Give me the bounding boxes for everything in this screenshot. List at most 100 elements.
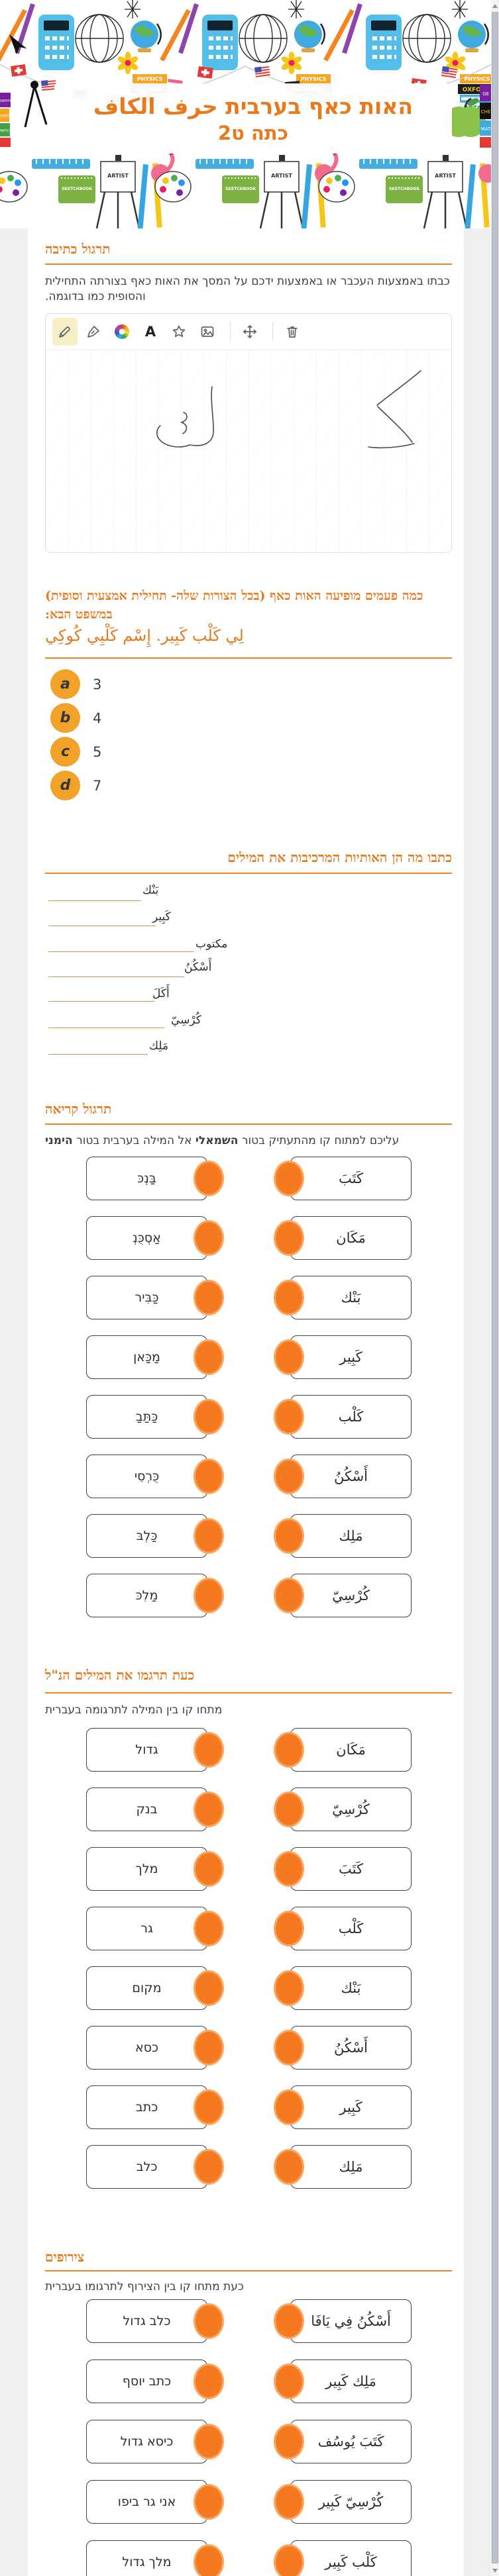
- match-right-box[interactable]: كُرْسِيّ: [274, 1574, 412, 1617]
- match-left-box[interactable]: כתב: [86, 2085, 224, 2129]
- match-right-box[interactable]: مَلِك: [274, 1514, 412, 1558]
- connector-dot[interactable]: [194, 1220, 224, 1256]
- match-left-box[interactable]: בַּנְכּ: [86, 1157, 224, 1200]
- match-right-box[interactable]: أَسْكُنُ: [274, 1455, 412, 1498]
- connector-dot[interactable]: [194, 1791, 224, 1827]
- match-left-box[interactable]: כַּתַּבַ: [86, 1395, 224, 1439]
- pen-tool-button[interactable]: [81, 318, 106, 346]
- answer-blank[interactable]: [48, 1018, 164, 1028]
- match-left-box[interactable]: גדול: [86, 1728, 224, 1772]
- color-wheel-button[interactable]: [109, 318, 135, 346]
- connector-dot[interactable]: [194, 1732, 224, 1768]
- move-tool-button[interactable]: [237, 318, 262, 346]
- match-right-box[interactable]: كُرْسِيّ: [274, 1788, 412, 1831]
- match-right-box[interactable]: مَكَان: [274, 1728, 412, 1772]
- option-letter-badge[interactable]: a: [50, 669, 80, 699]
- option-letter-badge[interactable]: b: [50, 703, 80, 733]
- connector-dot[interactable]: [194, 1339, 224, 1375]
- match-right-box[interactable]: كَبِير: [274, 1335, 412, 1379]
- connector-dot[interactable]: [274, 1732, 304, 1768]
- match-left-box[interactable]: כלב: [86, 2145, 224, 2189]
- connector-dot[interactable]: [274, 1791, 304, 1827]
- match-right-box[interactable]: كَلْب كَبِير: [274, 2540, 412, 2576]
- drawing-canvas[interactable]: [46, 350, 451, 553]
- connector-dot[interactable]: [194, 1970, 224, 2006]
- connector-dot[interactable]: [194, 1578, 224, 1613]
- connector-dot[interactable]: [194, 1851, 224, 1887]
- connector-dot[interactable]: [194, 1280, 224, 1315]
- connector-dot[interactable]: [274, 1161, 304, 1196]
- match-right-box[interactable]: بَنْك: [274, 1966, 412, 2010]
- mcq-option-a[interactable]: a 3: [50, 669, 249, 699]
- pencil-tool-button[interactable]: [52, 318, 78, 346]
- connector-dot[interactable]: [274, 2544, 304, 2576]
- connector-dot[interactable]: [274, 2030, 304, 2066]
- connector-dot[interactable]: [274, 1220, 304, 1256]
- match-right-box[interactable]: كَتَبَ: [274, 1847, 412, 1891]
- match-right-box[interactable]: كُرْسِيّ كَبِير: [274, 2480, 412, 2524]
- connector-dot[interactable]: [274, 2424, 304, 2459]
- match-left-box[interactable]: כיסא גדול: [86, 2420, 224, 2463]
- scrollbar-thumb[interactable]: [492, 12, 498, 2563]
- connector-dot[interactable]: [274, 2363, 304, 2399]
- connector-dot[interactable]: [194, 1911, 224, 1946]
- connector-dot[interactable]: [194, 1399, 224, 1435]
- connector-dot[interactable]: [194, 2089, 224, 2125]
- match-right-box[interactable]: مَلِك كَبِير: [274, 2360, 412, 2403]
- match-left-box[interactable]: מַלִכּ: [86, 1574, 224, 1617]
- connector-dot[interactable]: [274, 1518, 304, 1554]
- match-right-box[interactable]: مَلِك: [274, 2145, 412, 2189]
- match-right-box[interactable]: مَكَان: [274, 1216, 412, 1260]
- match-left-box[interactable]: כֻּרְסִי: [86, 1455, 224, 1498]
- match-left-box[interactable]: אני גר ביפו: [86, 2480, 224, 2524]
- match-left-box[interactable]: אַסְכֻּנְ: [86, 1216, 224, 1260]
- connector-dot[interactable]: [194, 2484, 224, 2520]
- scroll-down-arrow-icon[interactable]: [492, 2569, 498, 2573]
- connector-dot[interactable]: [194, 2030, 224, 2066]
- mcq-option-b[interactable]: b 4: [50, 703, 249, 733]
- answer-blank[interactable]: [48, 1045, 148, 1055]
- answer-blank[interactable]: [48, 992, 154, 1002]
- trash-button[interactable]: [280, 318, 305, 346]
- match-right-box[interactable]: كَلْب: [274, 1395, 412, 1439]
- match-left-box[interactable]: בנק: [86, 1788, 224, 1831]
- answer-blank[interactable]: [48, 891, 141, 901]
- match-right-box[interactable]: كَتَبَ يُوسُف: [274, 2420, 412, 2463]
- match-left-box[interactable]: כסא: [86, 2026, 224, 2070]
- connector-dot[interactable]: [274, 1458, 304, 1494]
- answer-blank[interactable]: [48, 942, 194, 952]
- connector-dot[interactable]: [194, 2303, 224, 2339]
- match-left-box[interactable]: מלך גדול: [86, 2540, 224, 2576]
- connector-dot[interactable]: [274, 2303, 304, 2339]
- connector-dot[interactable]: [194, 2149, 224, 2185]
- match-right-box[interactable]: بَنْك: [274, 1276, 412, 1319]
- scroll-up-arrow-icon[interactable]: [492, 4, 498, 8]
- answer-blank[interactable]: [48, 967, 184, 977]
- connector-dot[interactable]: [274, 1280, 304, 1315]
- connector-dot[interactable]: [194, 2424, 224, 2459]
- match-right-box[interactable]: كَلْب: [274, 1907, 412, 1950]
- text-tool-button[interactable]: A: [138, 318, 163, 346]
- match-left-box[interactable]: כלב גדול: [86, 2299, 224, 2343]
- option-letter-badge[interactable]: d: [50, 771, 80, 800]
- option-letter-badge[interactable]: c: [50, 737, 80, 767]
- connector-dot[interactable]: [274, 1339, 304, 1375]
- connector-dot[interactable]: [274, 1399, 304, 1435]
- match-left-box[interactable]: מקום: [86, 1966, 224, 2010]
- connector-dot[interactable]: [274, 2149, 304, 2185]
- match-left-box[interactable]: גר: [86, 1907, 224, 1950]
- mcq-option-d[interactable]: d 7: [50, 771, 249, 800]
- connector-dot[interactable]: [274, 2089, 304, 2125]
- scrollbar[interactable]: [491, 0, 499, 2576]
- match-left-box[interactable]: כתב יוסף: [86, 2360, 224, 2403]
- connector-dot[interactable]: [194, 2363, 224, 2399]
- mcq-option-c[interactable]: c 5: [50, 737, 249, 767]
- match-right-box[interactable]: أَسْكُنُ: [274, 2026, 412, 2070]
- star-tool-button[interactable]: [166, 318, 192, 346]
- connector-dot[interactable]: [194, 2544, 224, 2576]
- match-right-box[interactable]: كَتَبَ: [274, 1157, 412, 1200]
- image-tool-button[interactable]: [195, 318, 220, 346]
- connector-dot[interactable]: [274, 1911, 304, 1946]
- connector-dot[interactable]: [274, 2484, 304, 2520]
- connector-dot[interactable]: [194, 1161, 224, 1196]
